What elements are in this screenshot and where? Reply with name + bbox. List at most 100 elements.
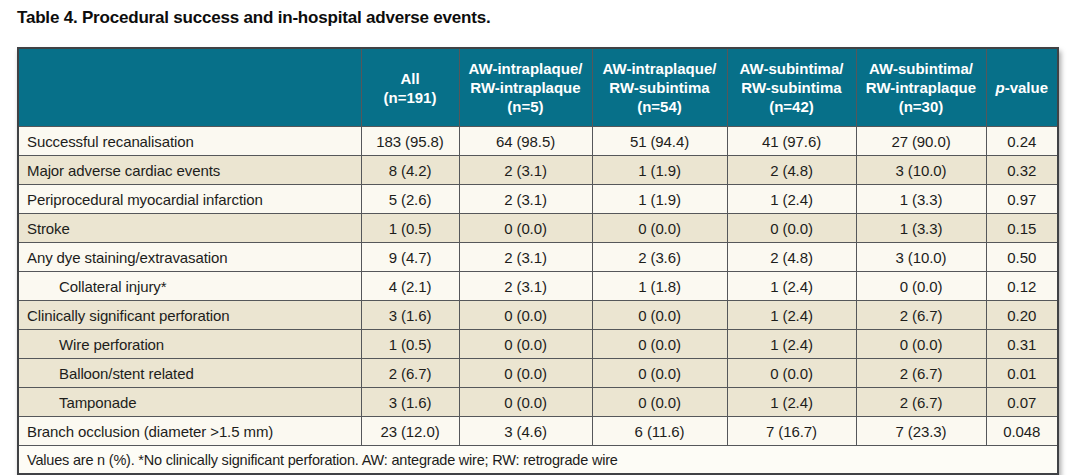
cell-pvalue: 0.15 [986,214,1058,243]
table-row-stroke: Stroke 1 (0.5) 0 (0.0) 0 (0.0) 0 (0.0) 1… [18,214,1058,243]
cell-intra-sub: 0 (0.0) [592,330,727,359]
cell-sub-sub: 1 (2.4) [727,388,856,417]
row-label: Major adverse cardiac events [18,156,361,185]
footnote-row: Values are n (%). *No clinically signifi… [18,446,1058,475]
cell-all: 183 (95.8) [361,127,459,156]
cell-all: 5 (2.6) [361,185,459,214]
table-row-major-adverse-cardiac-events: Major adverse cardiac events 8 (4.2) 2 (… [18,156,1058,185]
cell-intra-intra: 3 (4.6) [459,417,592,446]
footnote-text: Values are n (%). *No clinically signifi… [18,446,1058,475]
cell-sub-intra: 1 (3.3) [856,185,986,214]
table-row-collateral-injury: Collateral injury* 4 (2.1) 2 (3.1) 1 (1.… [18,272,1058,301]
cell-all: 3 (1.6) [361,301,459,330]
cell-sub-intra: 1 (3.3) [856,214,986,243]
cell-intra-intra: 2 (3.1) [459,243,592,272]
row-label: Branch occlusion (diameter >1.5 mm) [18,417,361,446]
cell-intra-intra: 0 (0.0) [459,359,592,388]
table-row-clinically-significant-perforation: Clinically significant perforation 3 (1.… [18,301,1058,330]
cell-sub-intra: 0 (0.0) [856,330,986,359]
cell-sub-sub: 41 (97.6) [727,127,856,156]
cell-intra-sub: 1 (1.9) [592,156,727,185]
row-label: Stroke [18,214,361,243]
cell-sub-sub: 2 (4.8) [727,243,856,272]
table-row-branch-occlusion: Branch occlusion (diameter >1.5 mm) 23 (… [18,417,1058,446]
row-label: Balloon/stent related [18,359,361,388]
cell-intra-intra: 2 (3.1) [459,272,592,301]
cell-sub-sub: 1 (2.4) [727,330,856,359]
cell-pvalue: 0.07 [986,388,1058,417]
cell-intra-sub: 6 (11.6) [592,417,727,446]
cell-intra-intra: 2 (3.1) [459,185,592,214]
table-footer: Values are n (%). *No clinically signifi… [18,446,1058,475]
cell-intra-sub: 0 (0.0) [592,388,727,417]
cell-pvalue: 0.01 [986,359,1058,388]
table-row-periprocedural-mi: Periprocedural myocardial infarction 5 (… [18,185,1058,214]
procedural-success-table: All (n=191) AW-intraplaque/ RW-intraplaq… [17,47,1059,475]
cell-sub-intra: 2 (6.7) [856,388,986,417]
cell-sub-intra: 0 (0.0) [856,272,986,301]
cell-sub-intra: 7 (23.3) [856,417,986,446]
cell-sub-sub: 0 (0.0) [727,214,856,243]
header-col-aw-intraplaque-rw-subintima: AW-intraplaque/ RW-subintima (n=54) [592,48,727,127]
cell-all: 9 (4.7) [361,243,459,272]
cell-all: 8 (4.2) [361,156,459,185]
cell-pvalue: 0.32 [986,156,1058,185]
cell-pvalue: 0.24 [986,127,1058,156]
cell-intra-intra: 2 (3.1) [459,156,592,185]
cell-sub-intra: 3 (10.0) [856,243,986,272]
cell-intra-sub: 0 (0.0) [592,214,727,243]
cell-pvalue: 0.20 [986,301,1058,330]
cell-intra-intra: 64 (98.5) [459,127,592,156]
table-title: Table 4. Procedural success and in-hospi… [17,8,491,28]
cell-sub-sub: 0 (0.0) [727,359,856,388]
header-col-aw-subintima-rw-intraplaque: AW-subintima/ RW-intraplaque (n=30) [856,48,986,127]
cell-intra-sub: 0 (0.0) [592,301,727,330]
cell-all: 23 (12.0) [361,417,459,446]
cell-sub-sub: 1 (2.4) [727,185,856,214]
cell-pvalue: 0.048 [986,417,1058,446]
pvalue-label: p-value [995,79,1048,96]
cell-intra-sub: 0 (0.0) [592,359,727,388]
cell-sub-sub: 1 (2.4) [727,301,856,330]
row-label: Wire perforation [18,330,361,359]
row-label: Collateral injury* [18,272,361,301]
cell-all: 3 (1.6) [361,388,459,417]
cell-intra-intra: 0 (0.0) [459,330,592,359]
cell-intra-sub: 1 (1.8) [592,272,727,301]
header-row: All (n=191) AW-intraplaque/ RW-intraplaq… [18,48,1058,127]
row-label: Tamponade [18,388,361,417]
cell-sub-intra: 2 (6.7) [856,301,986,330]
cell-intra-sub: 51 (94.4) [592,127,727,156]
header-col-all: All (n=191) [361,48,459,127]
table-row-balloon-stent-related: Balloon/stent related 2 (6.7) 0 (0.0) 0 … [18,359,1058,388]
row-label: Periprocedural myocardial infarction [18,185,361,214]
cell-pvalue: 0.97 [986,185,1058,214]
cell-all: 4 (2.1) [361,272,459,301]
cell-all: 1 (0.5) [361,330,459,359]
table-header: All (n=191) AW-intraplaque/ RW-intraplaq… [18,48,1058,127]
cell-all: 2 (6.7) [361,359,459,388]
header-empty-cell [18,48,361,127]
row-label: Any dye staining/extravasation [18,243,361,272]
header-col-aw-intraplaque-rw-intraplaque: AW-intraplaque/ RW-intraplaque (n=5) [459,48,592,127]
cell-sub-sub: 7 (16.7) [727,417,856,446]
cell-sub-intra: 27 (90.0) [856,127,986,156]
table-row-successful-recanalisation: Successful recanalisation 183 (95.8) 64 … [18,127,1058,156]
cell-intra-intra: 0 (0.0) [459,214,592,243]
header-col-pvalue: p-value [986,48,1058,127]
table-row-tamponade: Tamponade 3 (1.6) 0 (0.0) 0 (0.0) 1 (2.4… [18,388,1058,417]
paper-table-figure: Table 4. Procedural success and in-hospi… [0,0,1074,475]
cell-pvalue: 0.12 [986,272,1058,301]
cell-sub-sub: 1 (2.4) [727,272,856,301]
header-col-aw-subintima-rw-subintima: AW-subintima/ RW-subintima (n=42) [727,48,856,127]
cell-sub-sub: 2 (4.8) [727,156,856,185]
table-body: Successful recanalisation 183 (95.8) 64 … [18,127,1058,446]
cell-sub-intra: 3 (10.0) [856,156,986,185]
cell-pvalue: 0.50 [986,243,1058,272]
cell-sub-intra: 2 (6.7) [856,359,986,388]
cell-all: 1 (0.5) [361,214,459,243]
table-row-dye-staining: Any dye staining/extravasation 9 (4.7) 2… [18,243,1058,272]
cell-intra-intra: 0 (0.0) [459,388,592,417]
cell-intra-sub: 2 (3.6) [592,243,727,272]
cell-intra-sub: 1 (1.9) [592,185,727,214]
